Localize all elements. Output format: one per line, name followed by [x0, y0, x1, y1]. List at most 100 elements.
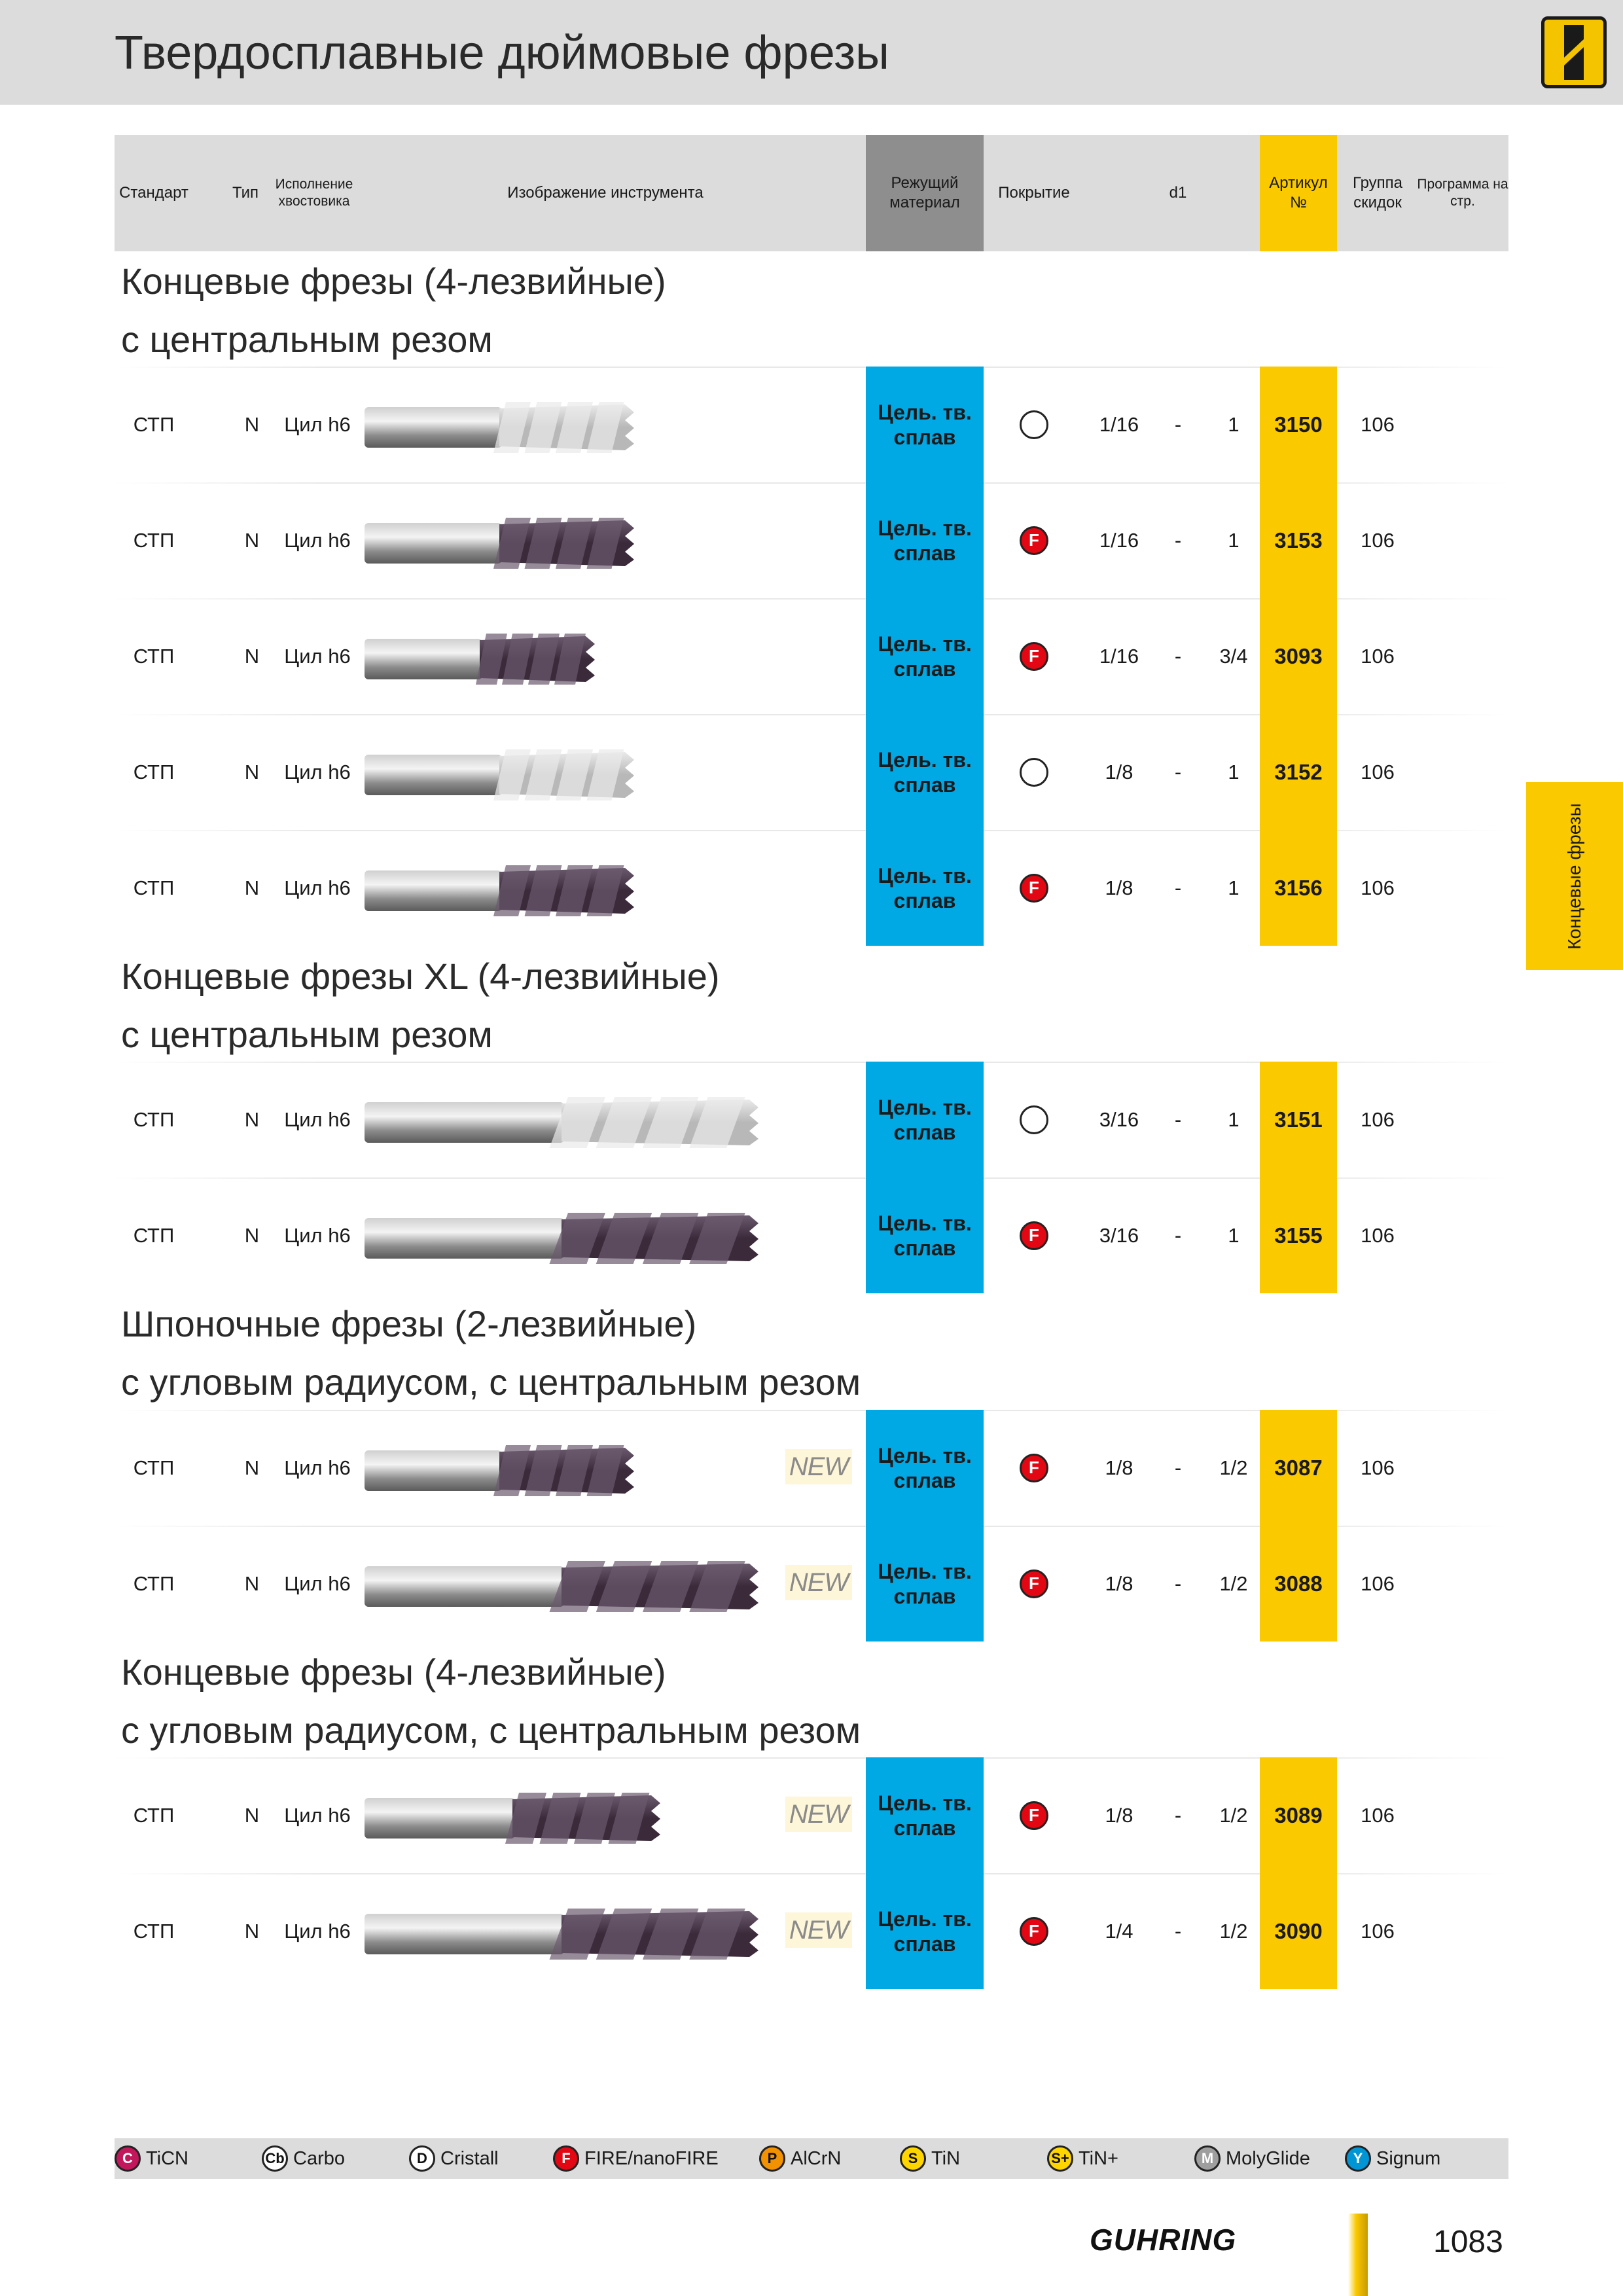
side-tab[interactable]: Концевые фрезы — [1526, 782, 1623, 970]
article-number-cell[interactable]: 3089 — [1260, 1757, 1337, 1873]
end-mill-tool-image — [365, 1561, 758, 1612]
table-row[interactable]: СТП N Цил h6 — [115, 1873, 1508, 1989]
d1-length-cell: 1 — [1228, 412, 1240, 436]
article-number-cell[interactable]: 3090 — [1260, 1873, 1337, 1989]
cutting-material-cell: Цель. тв. сплав — [866, 367, 984, 482]
end-mill-tool-image — [365, 749, 634, 800]
type-cell: N — [244, 1803, 260, 1827]
legend-label: Cristall — [440, 2147, 499, 2169]
coating-badge-icon: S — [900, 2145, 926, 2172]
shank-cell: Цил h6 — [284, 876, 351, 899]
table-row[interactable]: СТП N Цил h6 — [115, 830, 1508, 946]
table-row[interactable]: СТП N Цил h6 — [115, 1526, 1508, 1641]
cutting-material-cell: Цель. тв. сплав — [866, 1757, 984, 1873]
section-title: Концевые фрезы XL (4-лезвийные) — [121, 956, 720, 997]
row-divider — [115, 1062, 1508, 1063]
row-divider — [115, 714, 1508, 715]
table-row[interactable]: СТП N Цил h6 — [115, 1410, 1508, 1526]
shank-cell: Цил h6 — [284, 1919, 351, 1943]
discount-group-cell: 106 — [1361, 1107, 1395, 1131]
table-row[interactable]: СТП N Цил h6 — [115, 1757, 1508, 1873]
type-cell: N — [244, 876, 260, 899]
coating-legend: C TiCN Cb Carbo D Cristall F FIRE/nanoFIRE P… — [115, 2138, 1508, 2179]
article-number-cell[interactable]: 3087 — [1260, 1410, 1337, 1526]
article-number-cell[interactable]: 3150 — [1260, 367, 1337, 482]
shank-cell: Цил h6 — [284, 1223, 351, 1247]
legend-label: TiN — [931, 2147, 961, 2169]
end-mill-tool-image — [365, 402, 634, 453]
new-badge: NEW — [785, 1912, 852, 1948]
table-row[interactable]: СТП N Цил h6 — [115, 482, 1508, 598]
legend-item: S+ TiN+ — [1047, 2138, 1118, 2179]
row-divider — [115, 1757, 1508, 1759]
discount-group-cell: 106 — [1361, 1803, 1395, 1827]
legend-label: TiCN — [146, 2147, 188, 2169]
article-number-cell[interactable]: 3151 — [1260, 1062, 1337, 1177]
standard-cell: СТП — [133, 1456, 175, 1479]
d1-diameter-cell: 1/8 — [1105, 876, 1133, 899]
legend-label: Carbo — [293, 2147, 345, 2169]
fire-coating-icon: F — [1020, 526, 1048, 555]
section-subtitle: с центральным резом — [121, 1014, 493, 1055]
table-row[interactable]: СТП N Цил h6 — [115, 1177, 1508, 1293]
article-number-cell[interactable]: 3088 — [1260, 1526, 1337, 1641]
section-subtitle: с угловым радиусом, с центральным резом — [121, 1710, 861, 1751]
standard-cell: СТП — [133, 876, 175, 899]
d1-separator: - — [1174, 876, 1182, 899]
fire-coating-icon: F — [1020, 873, 1048, 903]
coating-cell: F — [991, 598, 1077, 714]
table-row[interactable]: СТП N Цил h6 — [115, 598, 1508, 714]
legend-label: AlCrN — [791, 2147, 842, 2169]
coating-badge-icon: Cb — [262, 2145, 288, 2172]
d1-diameter-cell: 1/4 — [1105, 1919, 1133, 1943]
legend-label: Signum — [1376, 2147, 1441, 2169]
header-article: Артикул № — [1260, 135, 1337, 251]
standard-cell: СТП — [133, 1919, 175, 1943]
table-row[interactable]: СТП N Цил h6 — [115, 1062, 1508, 1177]
coating-cell: F — [991, 1873, 1077, 1989]
drill-logo-icon — [1541, 16, 1607, 88]
discount-group-cell: 106 — [1361, 644, 1395, 668]
coating-badge-icon: C — [115, 2145, 141, 2172]
section-subtitle: с угловым радиусом, с центральным резом — [121, 1361, 861, 1403]
discount-group-cell: 106 — [1361, 412, 1395, 436]
d1-diameter-cell: 1/8 — [1105, 1456, 1133, 1479]
d1-separator: - — [1174, 1919, 1182, 1943]
d1-diameter-cell: 1/16 — [1099, 528, 1139, 552]
new-badge: NEW — [785, 1797, 852, 1832]
article-number-cell[interactable]: 3153 — [1260, 482, 1337, 598]
shank-cell: Цил h6 — [284, 1803, 351, 1827]
standard-cell: СТП — [133, 760, 175, 783]
coating-cell: F — [991, 830, 1077, 946]
row-divider — [115, 482, 1508, 484]
d1-separator: - — [1174, 412, 1182, 436]
table-row[interactable]: СТП N Цил h6 — [115, 714, 1508, 830]
d1-length-cell: 1/2 — [1219, 1456, 1248, 1479]
cutting-material-cell: Цель. тв. сплав — [866, 1873, 984, 1989]
article-number-cell[interactable]: 3152 — [1260, 714, 1337, 830]
cutting-material-cell: Цель. тв. сплав — [866, 714, 984, 830]
d1-separator: - — [1174, 1107, 1182, 1131]
article-number-cell[interactable]: 3155 — [1260, 1177, 1337, 1293]
type-cell: N — [244, 1919, 260, 1943]
coating-badge-icon: P — [759, 2145, 785, 2172]
end-mill-tool-image — [365, 1909, 758, 1960]
d1-separator: - — [1174, 1456, 1182, 1479]
type-cell: N — [244, 1223, 260, 1247]
coating-badge-icon: Y — [1345, 2145, 1371, 2172]
d1-separator: - — [1174, 644, 1182, 668]
article-number-cell[interactable]: 3156 — [1260, 830, 1337, 946]
article-number-cell[interactable]: 3093 — [1260, 598, 1337, 714]
d1-length-cell: 1 — [1228, 760, 1240, 783]
coating-cell — [991, 1062, 1077, 1177]
end-mill-tool-image — [365, 634, 595, 685]
table-row[interactable]: СТП N Цил h6 — [115, 367, 1508, 482]
coating-badge-icon: F — [553, 2145, 579, 2172]
discount-group-cell: 106 — [1361, 1456, 1395, 1479]
d1-separator: - — [1174, 1223, 1182, 1247]
brand-logo: GUHRING — [1090, 2223, 1237, 2257]
d1-length-cell: 1 — [1228, 876, 1240, 899]
legend-item: P AlCrN — [759, 2138, 841, 2179]
section-title: Шпоночные фрезы (2-лезвийные) — [121, 1303, 697, 1344]
standard-cell: СТП — [133, 1107, 175, 1131]
